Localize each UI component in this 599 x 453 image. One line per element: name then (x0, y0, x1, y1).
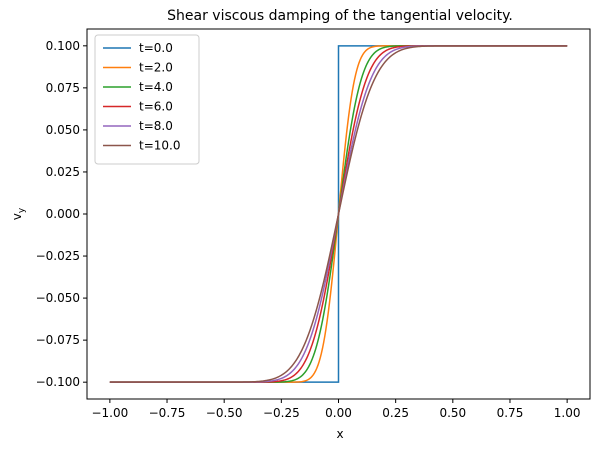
x-tick-label: 0.50 (439, 406, 466, 420)
x-tick-label: −0.50 (206, 406, 243, 420)
x-axis-label: x (336, 427, 343, 441)
legend-label-5: t=10.0 (139, 139, 180, 153)
y-tick-label: 0.050 (46, 123, 80, 137)
y-tick-label: −0.050 (36, 291, 80, 305)
y-tick-label: −0.025 (36, 249, 80, 263)
y-tick-label: 0.075 (46, 81, 80, 95)
y-axis-ticks: −0.100 −0.075 −0.050 −0.025 0.000 0.025 0.050 0… (36, 39, 87, 389)
svg-text:vy: vy (10, 207, 27, 220)
y-tick-label: 0.000 (46, 207, 80, 221)
y-tick-label: −0.075 (36, 333, 80, 347)
x-tick-label: −1.00 (91, 406, 128, 420)
y-tick-label: 0.025 (46, 165, 80, 179)
legend-label-1: t=2.0 (139, 61, 173, 75)
series-lines (109, 45, 568, 383)
legend-label-4: t=8.0 (139, 119, 173, 133)
x-tick-label: −0.75 (149, 406, 186, 420)
x-tick-label: 0.75 (497, 406, 524, 420)
legend-label-2: t=4.0 (139, 80, 173, 94)
x-tick-label: 1.00 (554, 406, 581, 420)
x-tick-label: 0.00 (325, 406, 352, 420)
x-tick-label: −0.25 (263, 406, 300, 420)
series-line-5 (109, 45, 568, 383)
y-tick-label: −0.100 (36, 375, 80, 389)
chart-title: Shear viscous damping of the tangential … (167, 8, 513, 24)
x-tick-label: 0.25 (382, 406, 409, 420)
x-axis-ticks: −1.00 −0.75 −0.50 −0.25 0.00 0.25 0.50 0.75 1.00 (91, 399, 580, 420)
legend: t=0.0 t=2.0 t=4.0 t=6.0 t=8.0 t=10.0 (94, 34, 200, 165)
y-axis-label: vy (10, 207, 27, 220)
y-tick-label: 0.100 (46, 39, 80, 53)
y-axis-label-base: v (10, 213, 24, 220)
legend-label-3: t=6.0 (139, 100, 173, 114)
legend-label-0: t=0.0 (139, 41, 173, 55)
y-axis-label-subscript: y (17, 207, 27, 213)
